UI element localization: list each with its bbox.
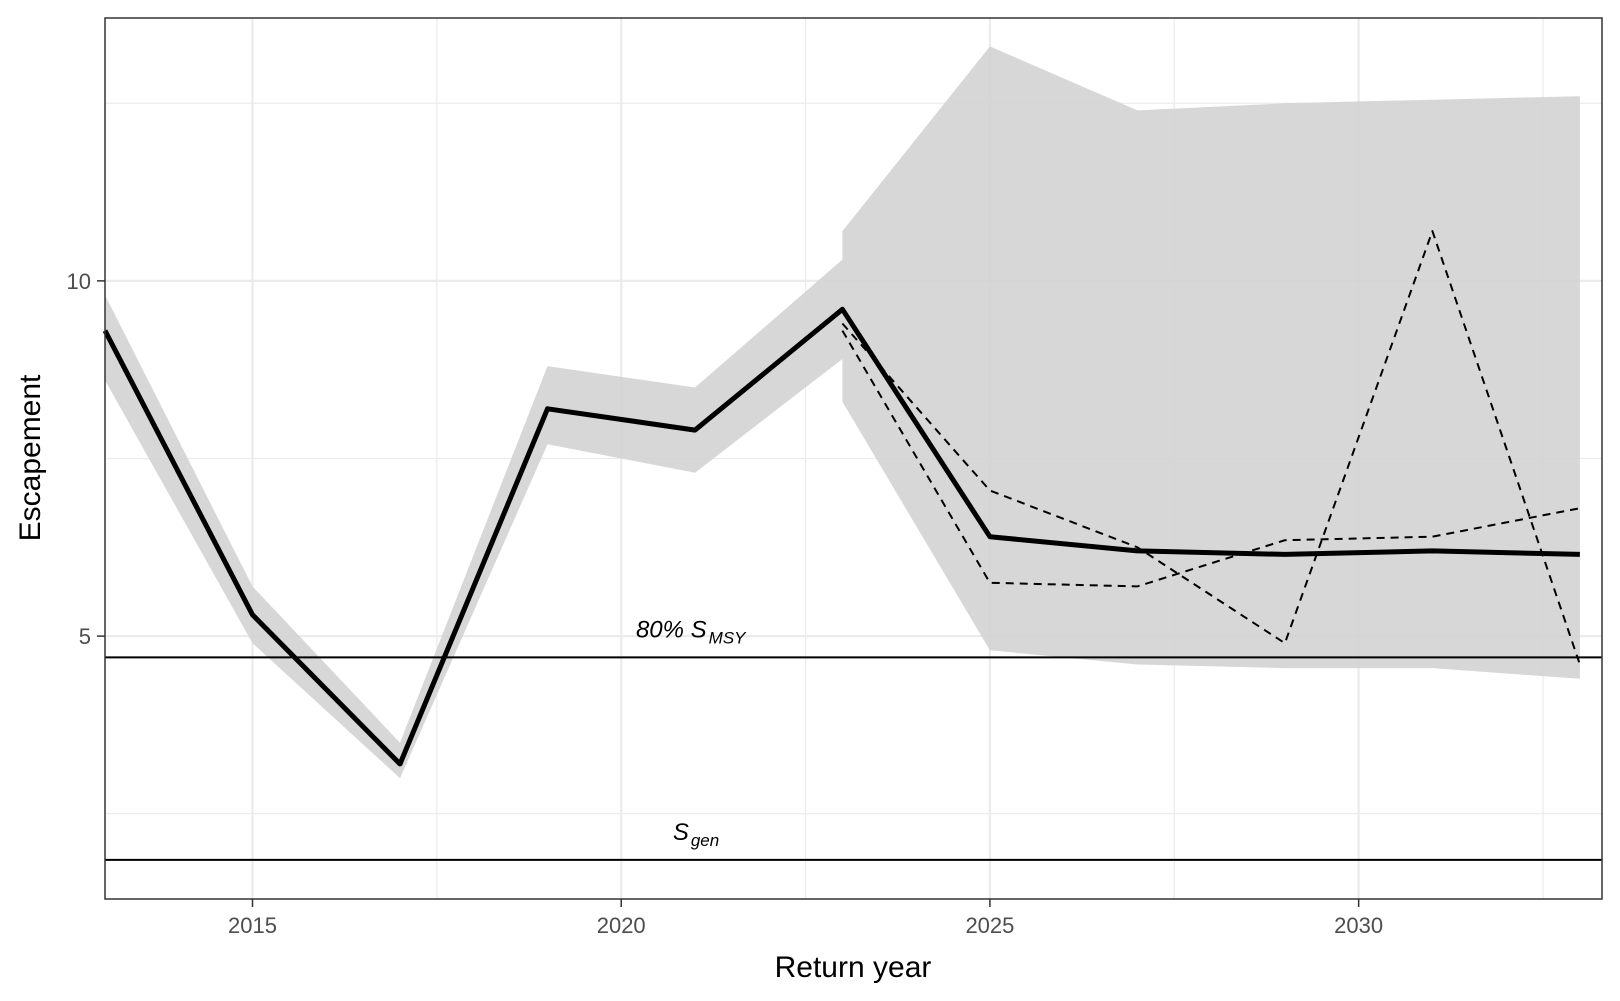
reference-line-label: 80% S MSY	[636, 616, 747, 647]
reference-lines: 80% S MSY S gen	[105, 616, 1602, 861]
x-axis-title: Return year	[775, 951, 932, 984]
series-line-dashed	[841, 230, 1581, 665]
y-tick-label: 5	[79, 624, 91, 649]
y-axis-title: Escapement	[14, 374, 47, 541]
x-tick-label: 2030	[1334, 913, 1383, 938]
y-tick-label: 10	[67, 269, 91, 294]
x-tick-label: 2025	[965, 913, 1014, 938]
plot-border	[104, 17, 1603, 900]
series-line-solid	[102, 306, 1580, 767]
axes: 2015 2020 2025 2030 5 10	[67, 269, 1384, 938]
x-tick-label: 2020	[597, 913, 646, 938]
series-line-dashed	[841, 330, 1581, 588]
x-tick-label: 2015	[228, 913, 277, 938]
series-layer	[102, 230, 1581, 767]
